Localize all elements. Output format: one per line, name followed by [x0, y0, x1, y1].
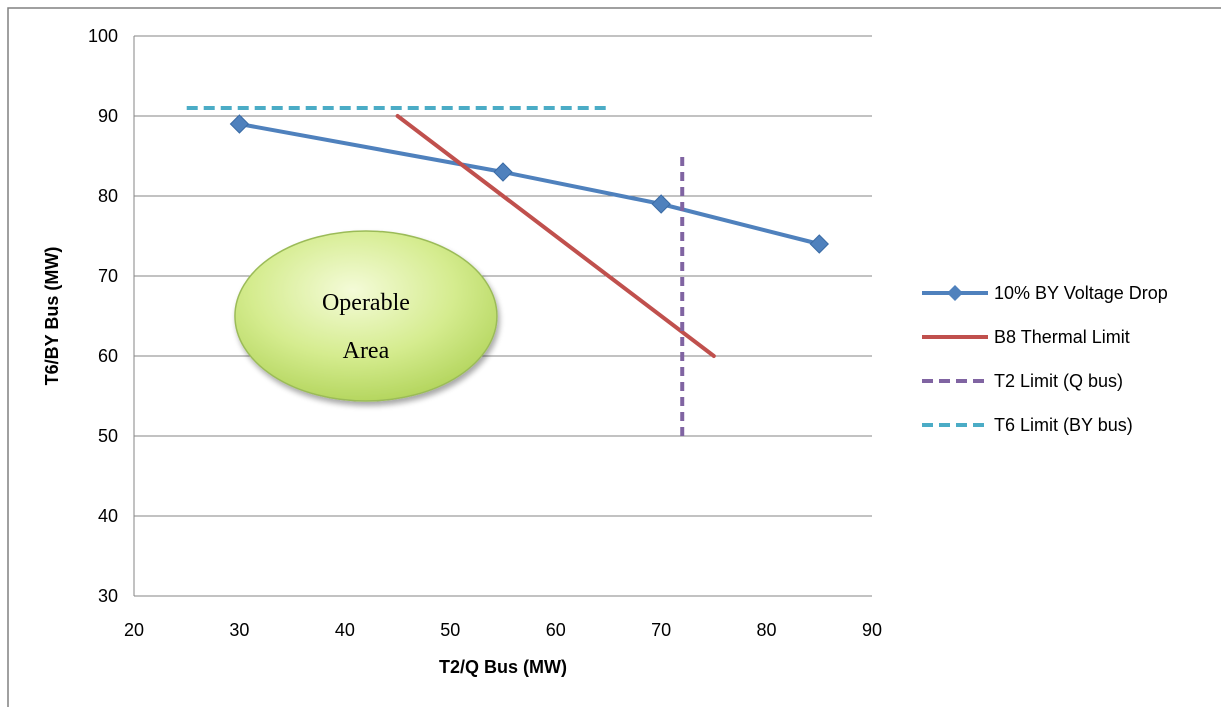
y-tick-label-80: 80 — [98, 186, 118, 206]
legend-label-10-by-voltage-drop: 10% BY Voltage Drop — [994, 283, 1168, 303]
legend-item-t6-limit-by-bus: T6 Limit (BY bus) — [922, 415, 1133, 435]
legend-item-10-by-voltage-drop: 10% BY Voltage Drop — [922, 283, 1168, 303]
y-tick-label-60: 60 — [98, 346, 118, 366]
legend-item-b8-thermal-limit: B8 Thermal Limit — [922, 327, 1130, 347]
series-line-10-by-voltage-drop — [237, 122, 822, 246]
operable-area-ellipse — [234, 230, 498, 402]
y-tick-label-90: 90 — [98, 106, 118, 126]
annotation-layer: Operable Area — [234, 230, 498, 402]
y-tick-label-40: 40 — [98, 506, 118, 526]
data-point-10-by-voltage-drop-2 — [493, 162, 513, 182]
x-tick-label-60: 60 — [546, 620, 566, 640]
series-b8-thermal-limit — [395, 114, 716, 358]
legend-item-t2-limit-q-bus: T2 Limit (Q bus) — [922, 371, 1123, 391]
legend-marker-10-by-voltage-drop — [947, 285, 963, 301]
operable-area-label-1: Operable — [322, 290, 410, 316]
legend-label-t2-limit-q-bus: T2 Limit (Q bus) — [994, 371, 1123, 391]
x-tick-label-50: 50 — [440, 620, 460, 640]
x-axis-title: T2/Q Bus (MW) — [439, 657, 567, 677]
operable-area-label-2: Area — [343, 338, 390, 364]
y-tick-label-70: 70 — [98, 266, 118, 286]
legend-label-b8-thermal-limit: B8 Thermal Limit — [994, 327, 1130, 347]
legend-label-t6-limit-by-bus: T6 Limit (BY bus) — [994, 415, 1133, 435]
y-axis-title: T6/BY Bus (MW) — [42, 247, 62, 386]
y-tick-label-100: 100 — [88, 26, 118, 46]
x-tick-label-90: 90 — [862, 620, 882, 640]
data-point-10-by-voltage-drop-4 — [809, 234, 829, 254]
data-point-10-by-voltage-drop-1 — [229, 114, 250, 134]
data-point-10-by-voltage-drop-3 — [651, 194, 671, 214]
x-tick-label-70: 70 — [651, 620, 671, 640]
operable-area-annotation: Operable Area — [234, 230, 498, 402]
series-layer — [186, 106, 829, 436]
chart-border — [7, 7, 1221, 707]
series-line-b8-thermal-limit — [395, 114, 716, 358]
series-10-by-voltage-drop — [229, 114, 829, 254]
y-tick-label-30: 30 — [98, 586, 118, 606]
x-tick-label-20: 20 — [124, 620, 144, 640]
x-tick-label-80: 80 — [757, 620, 777, 640]
legend-layer: 10% BY Voltage Drop B8 Thermal Limit T2 Li… — [922, 283, 1168, 435]
x-tick-label-40: 40 — [335, 620, 355, 640]
x-tick-label-30: 30 — [229, 620, 249, 640]
y-tick-label-50: 50 — [98, 426, 118, 446]
axis-layer: 30 40 50 60 70 80 90 100 20 30 40 50 60 70 80 90 T2/Q Bu… — [42, 26, 882, 677]
